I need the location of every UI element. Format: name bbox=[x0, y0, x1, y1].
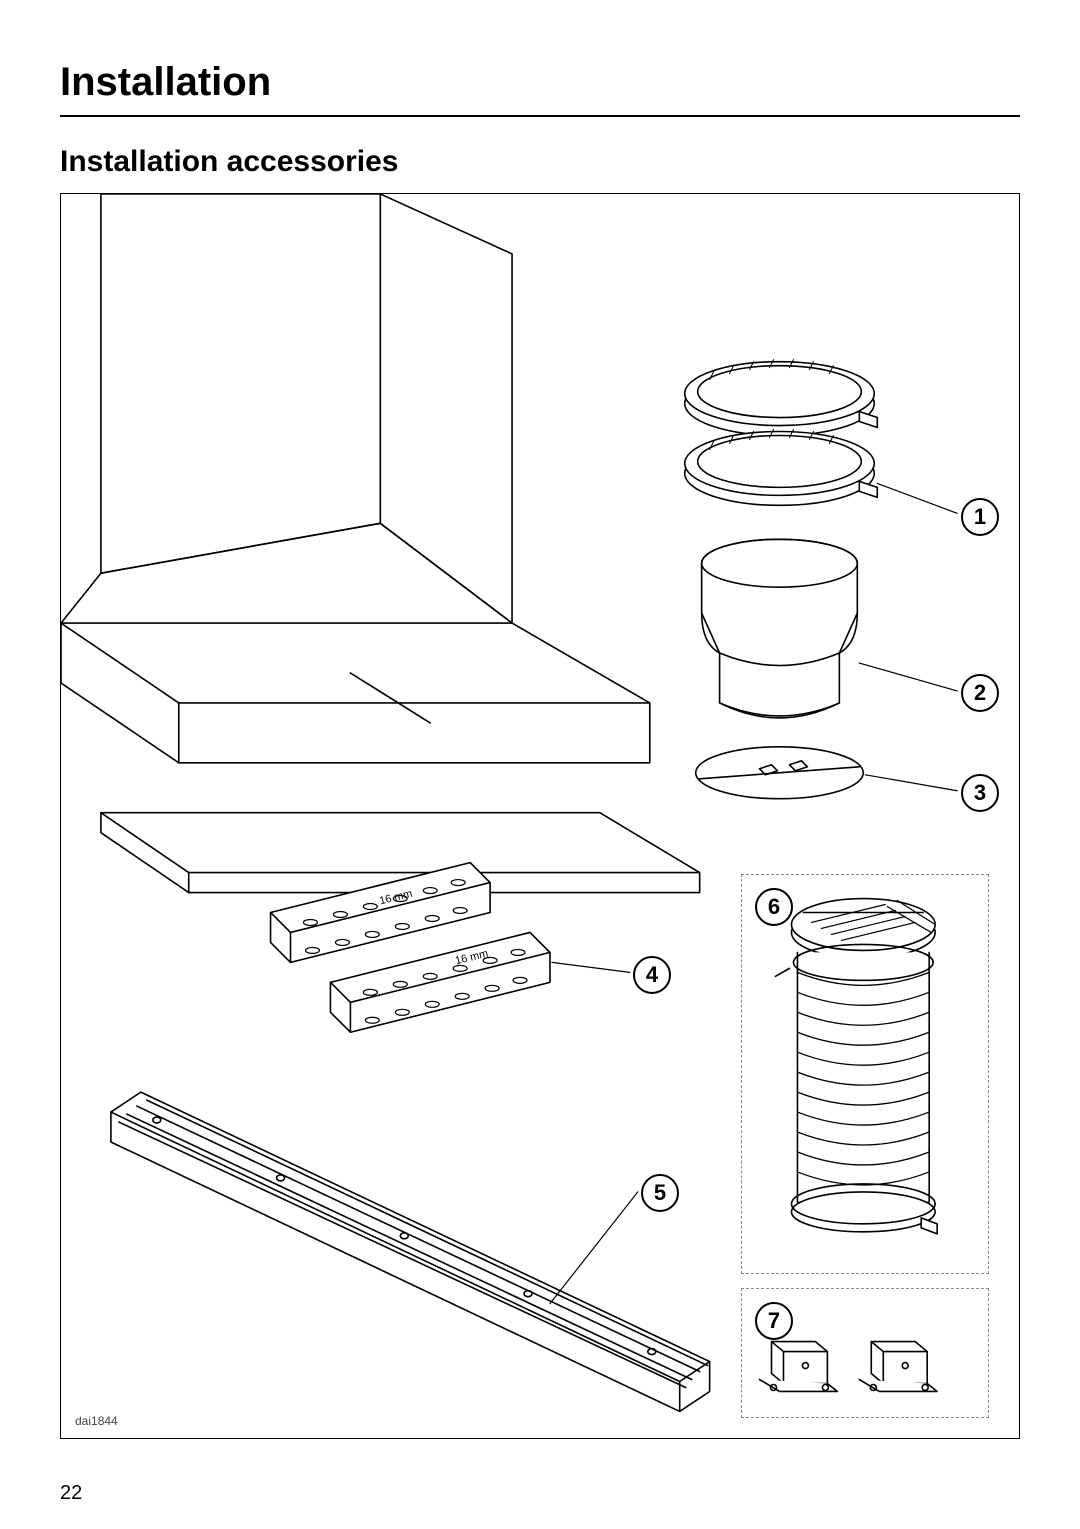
mounting-clips-icon bbox=[760, 1342, 938, 1392]
reducer-collar-icon bbox=[702, 539, 858, 718]
hood-body-icon bbox=[61, 194, 700, 893]
figure-id-label: dai1844 bbox=[75, 1414, 118, 1428]
page-title: Installation bbox=[60, 60, 1020, 105]
flap-disc-icon bbox=[696, 747, 864, 799]
technical-drawing-svg: 16 mm 16 mm bbox=[61, 194, 1019, 1437]
page-number: 22 bbox=[60, 1482, 82, 1505]
header-rule bbox=[60, 115, 1020, 117]
cover-strip-icon bbox=[111, 1092, 710, 1411]
figure-container: 1 2 3 4 5 6 7 bbox=[60, 193, 1020, 1439]
section-subheading: Installation accessories bbox=[60, 145, 1020, 179]
hose-clamps-icon bbox=[685, 360, 878, 506]
vent-hose-icon bbox=[775, 899, 937, 1234]
